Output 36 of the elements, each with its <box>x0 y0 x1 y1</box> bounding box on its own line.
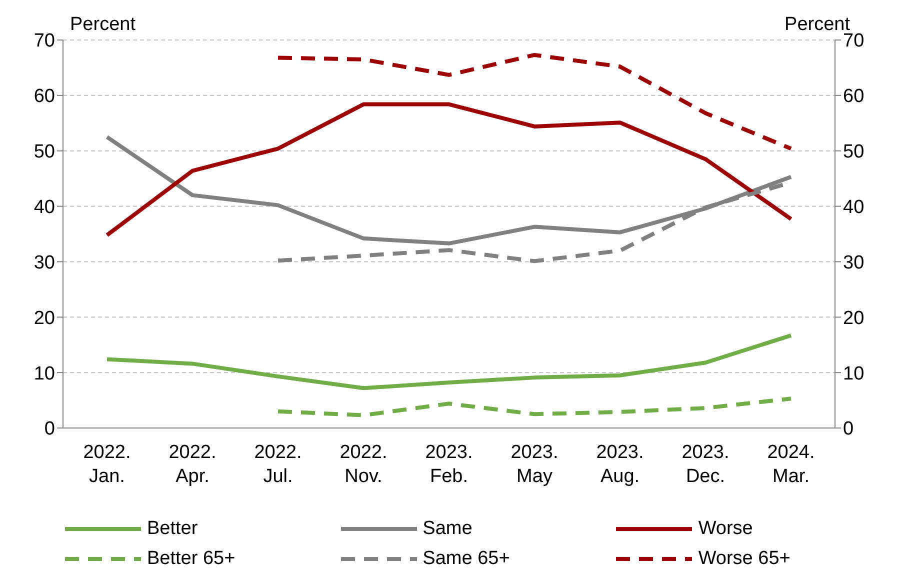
x-tick-label: 2022. Nov. <box>340 442 388 487</box>
y-tick-label: 20 <box>34 308 55 329</box>
y2-tick-label: 30 <box>843 252 864 274</box>
x-tick-label: 2023. Aug. <box>596 442 644 487</box>
y-tick-label: 10 <box>34 363 55 384</box>
y-tick-label: 50 <box>34 142 55 163</box>
x-tick-label: 2023. Dec. <box>682 442 730 487</box>
y2-tick-label: 40 <box>843 197 864 218</box>
legend-label: Worse <box>698 518 753 540</box>
line-series <box>276 52 793 151</box>
y-tick-label: 0 <box>44 418 55 440</box>
y2-tick-label: 70 <box>843 30 864 52</box>
x-tick-label: 2022. Jul. <box>254 442 302 487</box>
legend-label: Better 65+ <box>147 548 236 570</box>
y2-tick-label: 60 <box>843 86 864 108</box>
line-series <box>105 102 793 238</box>
legend-label: Worse 65+ <box>698 548 790 570</box>
x-tick-label: 2024. Mar. <box>767 442 815 487</box>
x-tick-label: 2022. Apr. <box>168 442 216 487</box>
y2-tick-label: 0 <box>843 418 854 440</box>
line-series <box>105 333 793 390</box>
legend-label: Better <box>147 518 198 540</box>
line-series <box>276 396 793 418</box>
y-tick-label: 40 <box>34 197 55 218</box>
x-tick-label: 2023. Feb. <box>425 442 473 487</box>
x-tick-label: 2023. May <box>510 442 558 487</box>
legend-label: Same 65+ <box>422 548 510 570</box>
y2-tick-label: 50 <box>843 142 864 163</box>
x-tick-label: 2022. Jan. <box>83 442 131 487</box>
y2-tick-label: 10 <box>843 363 864 384</box>
y-tick-label: 30 <box>34 252 55 274</box>
legend-label: Same <box>422 518 472 540</box>
y-axis-title: Percent <box>70 14 136 36</box>
y-tick-label: 70 <box>34 30 55 52</box>
y-tick-label: 60 <box>34 86 55 108</box>
y2-tick-label: 20 <box>843 308 864 329</box>
